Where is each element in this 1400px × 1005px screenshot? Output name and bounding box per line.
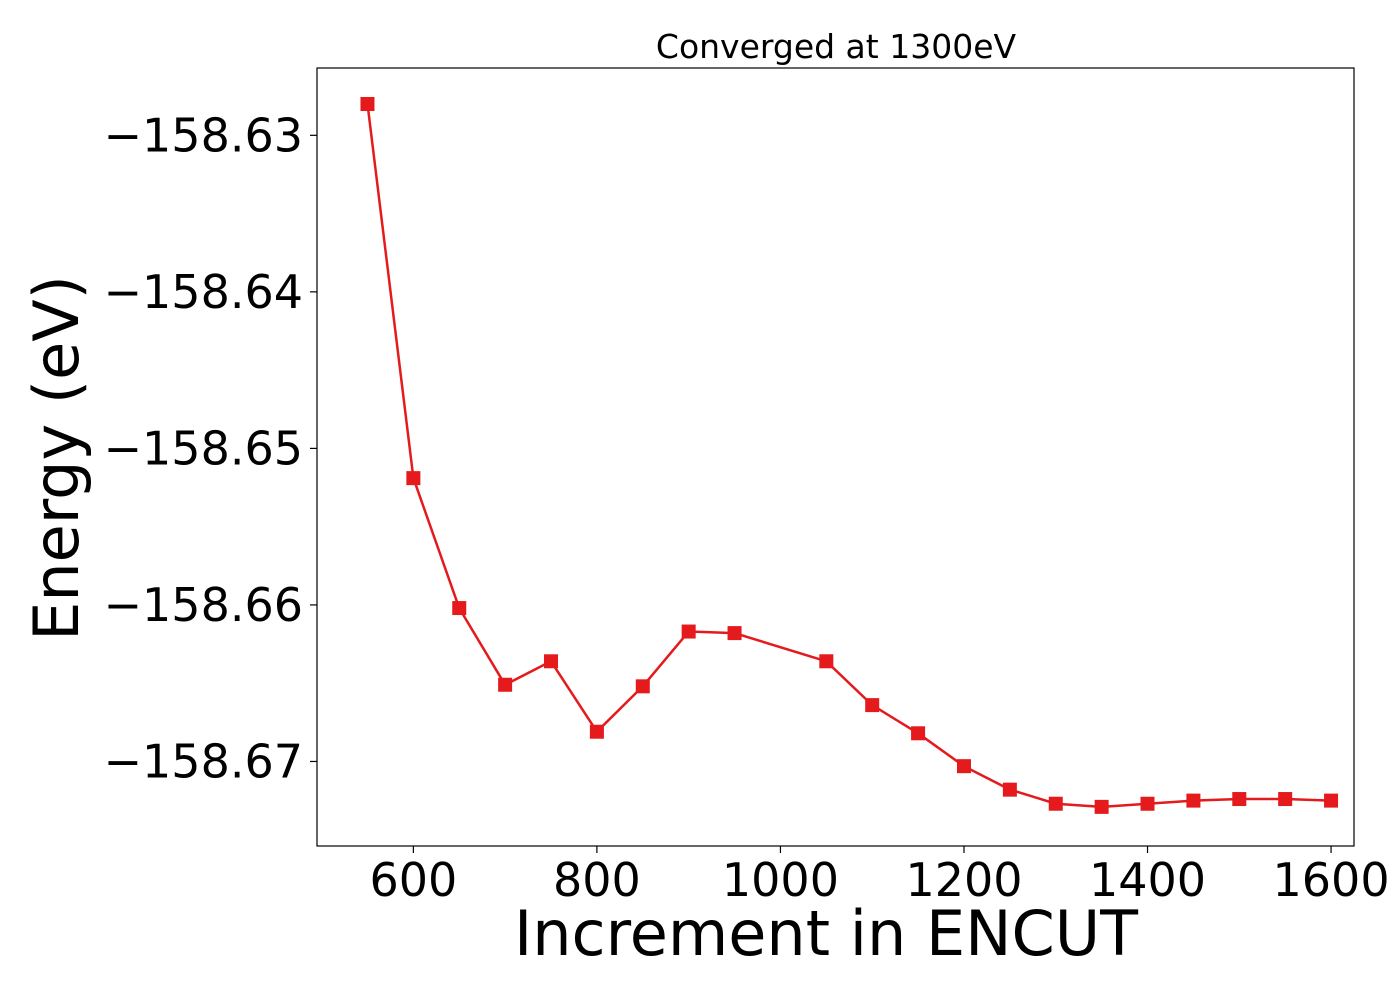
series-layer [360, 97, 1339, 814]
plot-area [316, 67, 1355, 847]
y-axis-label: Energy (eV) [20, 275, 93, 641]
data-point [956, 759, 971, 774]
x-tick-label: 1400 [1089, 853, 1206, 907]
x-tick-label: 1000 [722, 853, 839, 907]
data-point [1278, 792, 1293, 807]
data-point [360, 97, 375, 112]
data-point [1002, 782, 1017, 797]
data-point [1048, 796, 1063, 811]
data-point [819, 654, 834, 669]
data-point [681, 624, 696, 639]
series-line [366, 103, 1332, 809]
data-point [544, 654, 559, 669]
data-point [406, 471, 421, 486]
data-point [727, 626, 742, 641]
data-point [589, 724, 604, 739]
data-point [1186, 793, 1201, 808]
data-point [452, 601, 467, 616]
y-tick-label: −158.64 [104, 265, 304, 319]
chart-title: Converged at 1300eV [656, 27, 1017, 66]
y-tick-label: −158.65 [104, 421, 304, 475]
data-point [1232, 792, 1247, 807]
data-point [1094, 799, 1109, 814]
x-tick-label: 800 [553, 853, 641, 907]
y-tick-label: −158.67 [104, 734, 304, 788]
data-point [498, 677, 513, 692]
data-point [1140, 796, 1155, 811]
y-axis: −158.63 −158.64 −158.65 −158.66 −158.67 [104, 108, 317, 788]
data-point [635, 679, 650, 694]
y-tick-label: −158.63 [104, 108, 304, 162]
x-axis-label: Increment in ENCUT [514, 897, 1139, 970]
x-tick-label: 600 [369, 853, 457, 907]
data-point [1324, 793, 1339, 808]
data-point [911, 726, 926, 741]
x-tick-label: 1200 [905, 853, 1022, 907]
y-tick-label: −158.66 [104, 578, 304, 632]
x-tick-label: 1600 [1273, 853, 1390, 907]
x-axis: 600 800 1000 1200 1400 1600 [369, 846, 1390, 907]
data-point [865, 698, 880, 713]
